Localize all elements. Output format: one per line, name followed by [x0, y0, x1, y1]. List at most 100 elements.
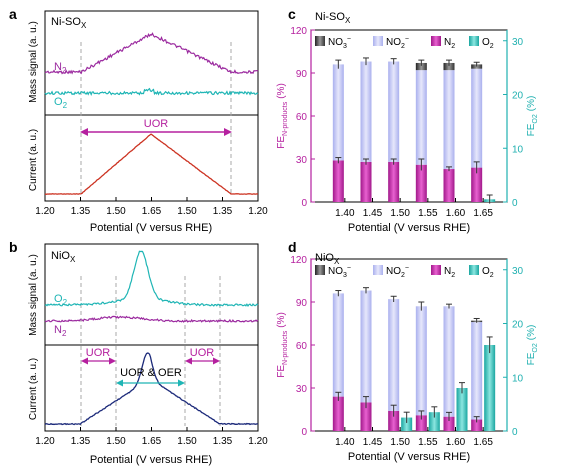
y-right-axis-title: FEO2(%): [526, 325, 539, 366]
x-tick-label: 1.40: [335, 208, 355, 219]
panel-a-cur-ylabel: Current (a. u.): [28, 129, 39, 191]
x-tick-label: 1.35: [213, 436, 233, 447]
panel-d-title: NiOX: [315, 252, 340, 266]
y-left-tick-label: 120: [290, 255, 307, 266]
bar-no3: [443, 62, 455, 71]
x-tick-label: 1.40: [335, 437, 355, 448]
panel-b-uor-oer-label: UOR & OER: [120, 367, 182, 379]
panel-a-current-trace: [44, 133, 259, 195]
legend-label: O2: [482, 266, 494, 279]
panel-d-letter: d: [288, 239, 297, 255]
y-left-tick-label: 30: [296, 384, 308, 395]
panel-b-uor-right-arrow: [185, 357, 220, 365]
bar-o2: [401, 417, 413, 431]
panel-b-uor-right-label: UOR: [190, 347, 215, 359]
y-left-axis-title: FEN-products(%): [276, 83, 289, 149]
bar-no3: [415, 62, 427, 71]
x-tick-label: 1.60: [446, 437, 466, 448]
legend-swatch: [469, 36, 479, 46]
legend-swatch: [469, 265, 479, 275]
bar-n2: [471, 419, 483, 431]
bar-no2: [471, 322, 483, 420]
panel-b-ms-ylabel: Mass signal (a. u.): [28, 254, 39, 336]
y-right-axis-title: FEO2(%): [526, 96, 539, 137]
y-left-axis-title: FEN-products(%): [276, 312, 289, 378]
bar-n2: [443, 169, 455, 202]
bar-n2: [443, 416, 455, 431]
x-tick-label: 1.50: [106, 206, 126, 217]
x-tick-label: 1.20: [35, 206, 55, 217]
y-right-tick-label: 30: [512, 37, 524, 48]
x-tick-label: 1.45: [363, 437, 383, 448]
bar-n2: [360, 161, 372, 202]
legend-label: NO3−: [328, 265, 351, 279]
panel-a-o2-label: O2: [54, 96, 68, 110]
bar-n2: [360, 402, 372, 431]
y-left-tick-label: 120: [290, 26, 307, 37]
panel-a-letter: a: [9, 6, 17, 22]
x-tick-label: 1.20: [35, 436, 55, 447]
panel-d: d NiOX 0 30 60 90 120 0 10 20 30 FEN-products(%) F…: [276, 239, 539, 463]
x-tick-label: 1.45: [363, 208, 383, 219]
y-right-tick-label: 30: [512, 266, 524, 277]
panel-b-uor-left-label: UOR: [86, 347, 111, 359]
bar-no2: [443, 306, 455, 417]
y-right-tick-label: 0: [512, 427, 518, 438]
panel-c-chart: 0 30 60 90 120 0 10 20 30 FEN-products(%) FEO2(%) 1…: [276, 26, 539, 234]
panel-b-cur-ylabel: Current (a. u.): [28, 358, 39, 420]
y-left-tick-label: 30: [296, 155, 308, 166]
bar-no2: [388, 299, 400, 411]
panel-a-o2-trace: [44, 87, 259, 96]
legend-label: NO2−: [386, 36, 409, 50]
legend-swatch: [431, 265, 441, 275]
x-tick-label: 1.35: [71, 436, 91, 447]
bar-n2: [388, 161, 400, 202]
legend-label: NO2−: [386, 265, 409, 279]
x-tick-label: 1.20: [248, 436, 268, 447]
panel-b-n2-label: N2: [54, 324, 67, 338]
x-tick-label: 1.20: [248, 206, 268, 217]
panel-a-n2-label: N2: [54, 61, 67, 75]
panel-b-letter: b: [9, 239, 18, 255]
legend-label: N2: [444, 266, 455, 279]
x-tick-label: 1.65: [473, 208, 493, 219]
panel-c-letter: c: [288, 6, 296, 22]
panel-c: c Ni-SOX 0 30 60 90 120 0 10 20 30 FEN-products(%…: [276, 6, 539, 234]
panel-a-uor-label: UOR: [144, 118, 169, 130]
bar-no2: [332, 64, 344, 161]
legend-label: O2: [482, 37, 494, 50]
panel-a: a Ni-SOX N2 O2 UOR Mass signal (a. u.) C…: [9, 6, 268, 234]
panel-a-frame: [44, 10, 259, 202]
legend-swatch: [315, 36, 325, 46]
panel-b-uor-oer-arrow: [116, 379, 185, 387]
bar-no2: [415, 306, 427, 416]
x-tick-label: 1.50: [177, 206, 197, 217]
panel-b-uor-left-arrow: [81, 357, 116, 365]
bar-o2: [428, 412, 440, 431]
x-axis-title: Potential (V versus RHE): [348, 222, 470, 234]
x-axis-title: Potential (V versus RHE): [348, 451, 470, 463]
legend-swatch: [431, 36, 441, 46]
panel-a-title: Ni-SOX: [51, 16, 87, 30]
y-left-tick-label: 60: [296, 112, 308, 123]
x-tick-label: 1.35: [213, 206, 233, 217]
bar-n2: [332, 160, 344, 202]
bar-o2: [456, 388, 468, 431]
x-tick-label: 1.50: [390, 437, 410, 448]
x-tick-label: 1.50: [106, 436, 126, 447]
panel-a-xlabel: Potential (V versus RHE): [90, 222, 212, 234]
bar-no2: [360, 290, 372, 403]
y-right-tick-label: 10: [512, 144, 524, 155]
bar-n2: [415, 415, 427, 431]
bar-n2: [388, 410, 400, 431]
y-left-tick-label: 90: [296, 298, 308, 309]
x-tick-label: 1.65: [473, 437, 493, 448]
bar-no2: [388, 61, 400, 162]
bar-no2: [415, 70, 427, 165]
bar-no2: [360, 61, 372, 162]
bar-n2: [471, 167, 483, 202]
y-right-tick-label: 20: [512, 91, 524, 102]
legend-swatch: [315, 265, 325, 275]
bar-n2: [415, 164, 427, 202]
